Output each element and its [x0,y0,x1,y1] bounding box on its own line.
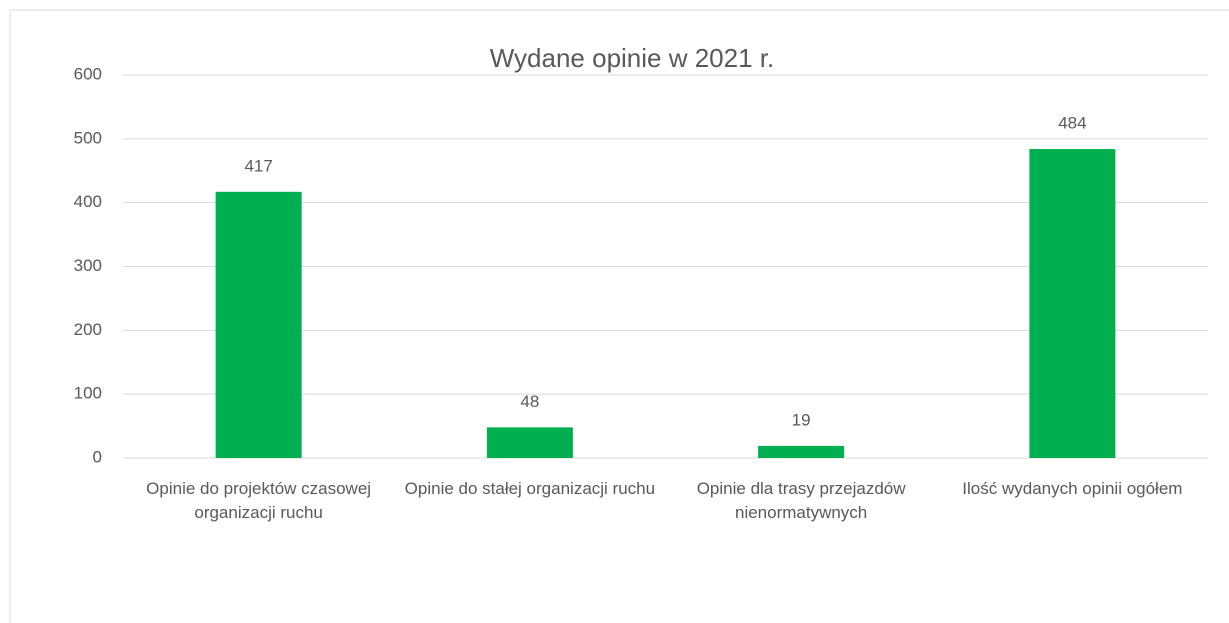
x-tick-label-box: Ilość wydanych opinii ogółem [962,479,1183,498]
y-tick-label: 0 [93,447,102,466]
x-tick-label: Opinie do projektów czasowej organizacji… [146,479,372,522]
bar [215,191,302,458]
x-tick-label-box: Opinie do projektów czasowej organizacji… [146,479,372,522]
y-tick-label: 100 [74,384,102,403]
y-tick-label: 400 [74,192,102,211]
x-tick-label: Opinie do stałej organizacji ruchu [404,479,656,498]
x-tick-label: Ilość wydanych opinii ogółem [962,479,1183,498]
data-label: 484 [1058,114,1086,133]
data-label: 48 [520,392,539,411]
data-label: 417 [244,156,272,175]
y-tick-label: 200 [74,320,102,339]
chart-frame [9,9,1229,623]
x-tick-label: Opinie dla trasy przejazdów nienormatywn… [696,479,906,522]
y-tick-label: 300 [74,256,102,275]
bar [758,445,845,458]
y-tick-label: 600 [74,64,102,83]
data-label: 19 [792,410,811,429]
x-tick-label-box: Opinie do stałej organizacji ruchu [404,479,656,498]
bar [1029,149,1116,458]
x-tick-label-box: Opinie dla trasy przejazdów nienormatywn… [696,479,906,522]
bar [486,427,573,458]
y-tick-label: 500 [74,128,102,147]
chart-title: Wydane opinie w 2021 r. [490,43,775,73]
